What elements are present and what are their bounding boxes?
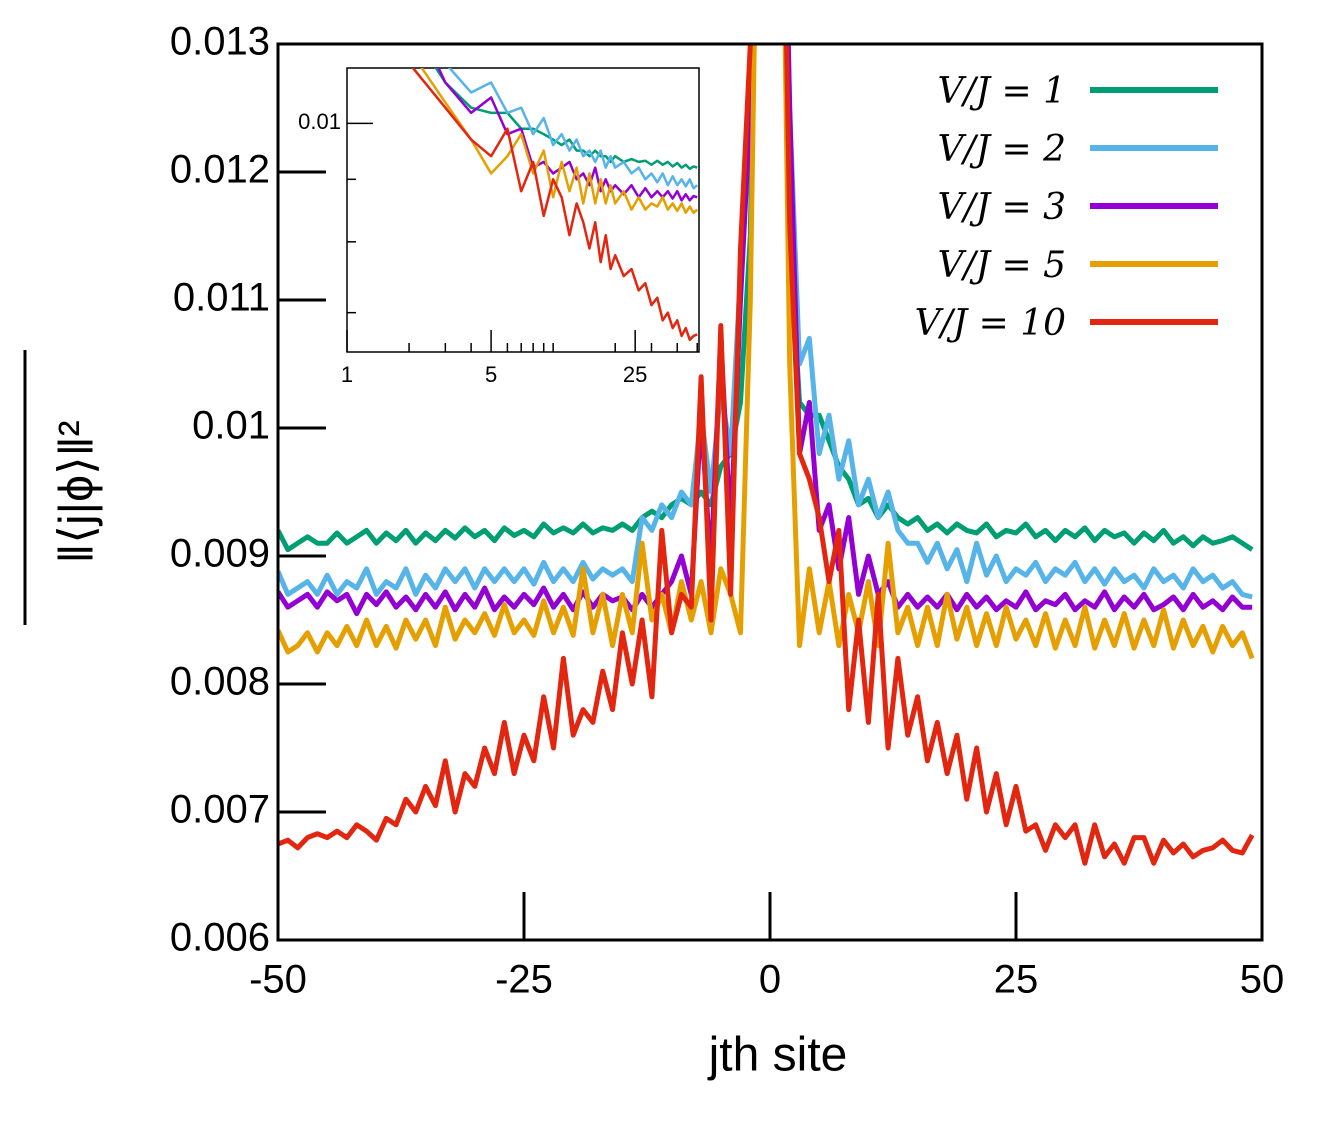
inset-y-tick-label: 0.01: [298, 109, 341, 134]
x-tick-label: -25: [495, 958, 553, 1002]
ticks: 0.0060.0070.0080.0090.010.0110.0120.013-…: [170, 20, 1284, 1002]
series-line: [447, 68, 699, 190]
legend-label: V/J = 3: [937, 187, 1066, 228]
series-line: [278, 44, 1253, 600]
legend-label: V/J = 5: [937, 245, 1066, 286]
y-tick-label: 0.007: [170, 788, 270, 832]
legend-label: V/J = 1: [937, 71, 1066, 112]
y-tick-label: 0.013: [170, 20, 270, 64]
series-line: [411, 68, 698, 342]
legend-label: V/J = 10: [915, 303, 1066, 344]
x-tick-label: 50: [1240, 958, 1285, 1002]
y-tick-label: 0.008: [170, 660, 270, 704]
y-tick-label: 0.006: [170, 916, 270, 960]
x-tick-label: 25: [994, 958, 1039, 1002]
inset-x-tick-label: 1: [341, 362, 353, 387]
plot-area: [278, 44, 1255, 866]
y-tick-label: 0.01: [192, 404, 270, 448]
series-line: [278, 44, 1253, 617]
x-tick-label: 0: [759, 958, 781, 1002]
y-tick-label: 0.009: [170, 532, 270, 576]
series-line: [278, 44, 1255, 866]
inset-x-tick-label: 5: [485, 362, 497, 387]
inset-x-tick-label: 25: [623, 362, 647, 387]
x-axis-label: jth site: [707, 1029, 848, 1082]
y-tick-label: 0.011: [173, 276, 270, 320]
series-line: [437, 68, 698, 202]
inset-frame: [346, 67, 700, 353]
legend-label: V/J = 2: [937, 129, 1066, 170]
series-line: [420, 68, 699, 215]
x-tick-label: -50: [249, 958, 307, 1002]
inset-plot-area: [411, 68, 699, 342]
y-axis-label: ‖⟨j|ϕ⟩‖²: [51, 420, 104, 563]
y-tick-label: 0.012: [170, 148, 270, 192]
